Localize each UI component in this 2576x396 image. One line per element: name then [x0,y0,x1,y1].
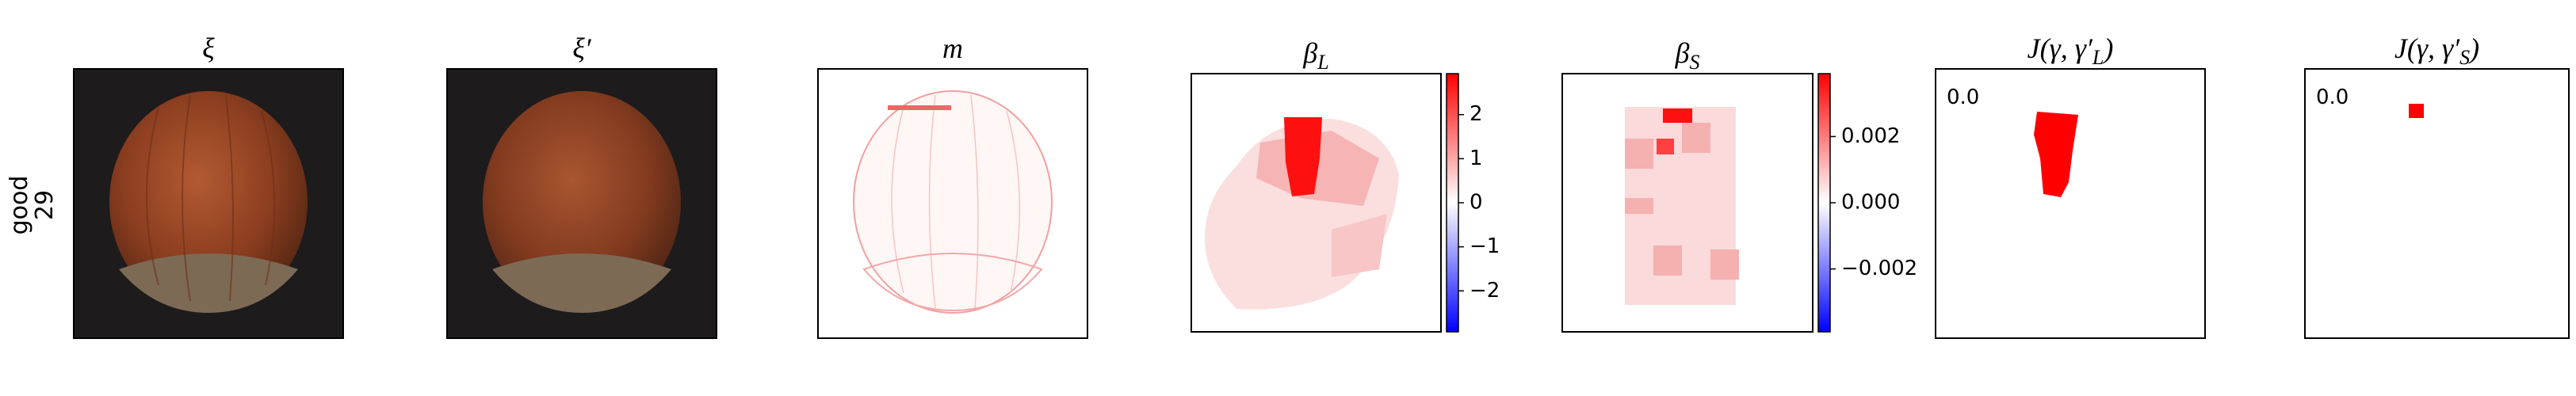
title-part: ξ [202,32,215,64]
title-part: J(γ, γ′ [2028,32,2093,64]
panel-frame [1935,68,2206,339]
image-j-s [2409,104,2424,118]
panel-title: ξ′ [572,32,591,64]
panel-title: βL [1302,37,1328,74]
colorbar-tick-label: 0 [1470,191,1483,215]
annotation: 0.0 [1947,86,1979,109]
image-beta-l [1191,74,1441,332]
colorbar [1817,73,1831,333]
title-part: L [1317,51,1328,74]
panel-frame [1561,73,1814,333]
title-part: L [2092,46,2104,69]
colorbar-tick-label: 2 [1470,102,1483,126]
title-part: ξ′ [572,32,591,64]
colorbar-tick-label: −2 [1470,279,1500,303]
annotation: 0.0 [2316,86,2349,109]
row-label: good29 [6,176,59,235]
colorbar [1446,73,1459,333]
title-part: m [942,32,963,64]
panel-title: m [942,32,963,64]
title-part: J(γ, γ′ [2394,32,2460,64]
colorbar-tick-label: 0.002 [1841,124,1900,148]
panel-frame [817,68,1088,339]
colorbar-tick-label: −1 [1470,234,1500,258]
row-label-line: good [6,176,33,235]
image-beta-s [1562,74,1813,332]
title-part: S [2459,46,2470,69]
panel-frame [1191,73,1442,333]
title-part: β [1675,37,1690,69]
image-mask [818,69,1087,338]
colorbar-tick-label: 0.000 [1841,191,1900,215]
colorbar-tick-label: 1 [1470,147,1483,170]
title-part: S [1689,51,1699,74]
panel-frame [446,68,717,339]
panel-title: ξ [202,32,215,64]
title-part: β [1302,37,1317,69]
panel-title: J(γ, γ′L) [2028,32,2114,69]
image-j-l [2034,112,2078,197]
title-part: ) [2102,32,2113,64]
panel-frame [73,68,344,339]
panel-frame [2304,68,2570,339]
colorbar-tick-label: −0.002 [1841,257,1917,280]
image-xi-prime [447,69,717,338]
title-part: ) [2468,32,2479,64]
panel-title: βS [1675,37,1700,74]
row-label-line: 29 [31,190,59,220]
panel-title: J(γ, γ′S) [2394,32,2479,69]
image-xi [74,69,343,338]
